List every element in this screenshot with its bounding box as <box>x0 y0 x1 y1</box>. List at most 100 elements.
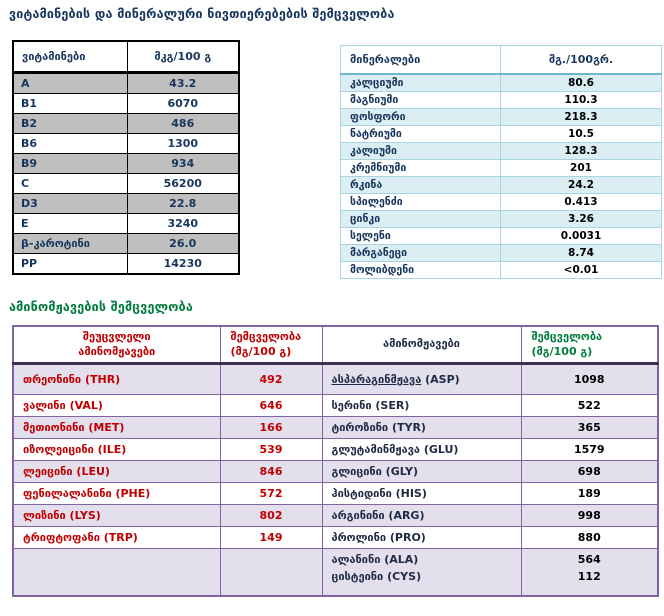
amino-acids-title: ამინომჟავების შემცველობა <box>9 299 194 314</box>
other-amino-value: 1098 <box>520 363 659 395</box>
mineral-row: კალციუმი 80.6 <box>340 73 662 92</box>
essential-amino-value: 802 <box>219 504 323 528</box>
mineral-value: 24.2 <box>500 176 662 194</box>
essential-amino-value <box>219 548 323 597</box>
minerals-name-header: მინერალები <box>340 45 501 75</box>
vitamin-row: PP 14230 <box>12 253 240 275</box>
essential-amino-value: 166 <box>219 416 323 440</box>
other-amino-value: 365 <box>520 416 659 440</box>
mineral-row: კალიუმი 128.3 <box>340 142 662 160</box>
other-amino-name: გლიცინი (GLY) <box>321 460 522 484</box>
vitamin-name: B6 <box>12 133 128 154</box>
other-amino-name: ალანინი (ALA) ცისტეინი (CYS) <box>321 548 522 597</box>
vitamin-row: B6 1300 <box>12 133 240 154</box>
mineral-name: მაგნიუმი <box>340 91 501 109</box>
mineral-name: მოლიბდენი <box>340 261 501 279</box>
mineral-value: 3.26 <box>500 210 662 228</box>
mineral-value: 110.3 <box>500 91 662 109</box>
mineral-name: ნატრიუმი <box>340 125 501 143</box>
other-amino-name: ასპარაგინმჟავა (ASP) <box>321 363 522 395</box>
amino-acids-table-header: შეუცვლელი ამინომჟავები შემცველობა (მგ/10… <box>12 325 659 365</box>
vitamin-row: β-კაროტინი 26.0 <box>12 233 240 254</box>
mineral-row: მაგნიუმი 110.3 <box>340 91 662 109</box>
essential-amino-value: 846 <box>219 460 323 484</box>
mineral-name: კალციუმი <box>340 73 501 92</box>
other-amino-value: 189 <box>520 482 659 506</box>
mineral-value: 8.74 <box>500 244 662 262</box>
minerals-value-header: მგ./100გრ. <box>500 45 662 75</box>
other-amino-name: გლუტამინმჟავა (GLU) <box>321 438 522 462</box>
amino-acid-row: მეთიონინი (MET) 166 ტიროზინი (TYR) 365 <box>12 416 659 440</box>
essential-amino-name: მეთიონინი (MET) <box>12 416 221 440</box>
other-amino-value: 522 <box>520 393 659 418</box>
vitamin-value: 934 <box>126 153 240 174</box>
vitamin-value: 56200 <box>126 173 240 194</box>
mineral-name: რკინა <box>340 176 501 194</box>
other-amino-value: 1579 <box>520 438 659 462</box>
vitamins-value-header: მკგ/100 გ <box>126 40 240 74</box>
essential-amino-name-header: შეუცვლელი ამინომჟავები <box>12 325 221 365</box>
vitamin-row: B1 6070 <box>12 93 240 114</box>
minerals-table-header: მინერალები მგ./100გრ. <box>340 45 662 75</box>
amino-acids-table: შეუცვლელი ამინომჟავები შემცველობა (მგ/10… <box>12 325 659 598</box>
essential-amino-value-header: შემცველობა (მგ/100 გ) <box>219 325 323 365</box>
mineral-row: კრემნიუმი 201 <box>340 159 662 177</box>
vitamin-name: B1 <box>12 93 128 114</box>
vitamins-name-header: ვიტამინები <box>12 40 128 74</box>
vitamin-name: A <box>12 72 128 94</box>
vitamin-value: 14230 <box>126 253 240 275</box>
vitamin-row: B9 934 <box>12 153 240 174</box>
other-amino-name: არგინინი (ARG) <box>321 504 522 528</box>
vitamin-row: D3 22.8 <box>12 193 240 214</box>
other-amino-name: სერინი (SER) <box>321 393 522 418</box>
mineral-name: კრემნიუმი <box>340 159 501 177</box>
other-amino-value: 880 <box>520 526 659 550</box>
essential-amino-value: 492 <box>219 363 323 395</box>
mineral-name: სპილენძი <box>340 193 501 211</box>
essential-amino-value: 572 <box>219 482 323 506</box>
vitamins-table-header: ვიტამინები მკგ/100 გ <box>12 40 240 74</box>
other-amino-value: 998 <box>520 504 659 528</box>
mineral-row: ნატრიუმი 10.5 <box>340 125 662 143</box>
other-amino-name: ტიროზინი (TYR) <box>321 416 522 440</box>
underlined-text: ასპარაგინმჟავა <box>331 372 422 386</box>
vitamin-row: B2 486 <box>12 113 240 134</box>
mineral-row: ფოსფორი 218.3 <box>340 108 662 126</box>
mineral-value: 0.0031 <box>500 227 662 245</box>
amino-acid-row: ლიზინი (LYS) 802 არგინინი (ARG) 998 <box>12 504 659 528</box>
mineral-value: 0.413 <box>500 193 662 211</box>
vitamin-name: D3 <box>12 193 128 214</box>
other-amino-value: 698 <box>520 460 659 484</box>
mineral-name: სელენი <box>340 227 501 245</box>
mineral-value: 128.3 <box>500 142 662 160</box>
page-title: ვიტამინების და მინერალური ნივთიერებების … <box>9 6 395 21</box>
vitamin-name: β-კაროტინი <box>12 233 128 254</box>
other-amino-value: 564 112 <box>520 548 659 597</box>
essential-amino-name: იზოლეიცინი (ILE) <box>12 438 221 462</box>
other-amino-name: ჰისტიდინი (HIS) <box>321 482 522 506</box>
vitamin-name: C <box>12 173 128 194</box>
mineral-name: კალიუმი <box>340 142 501 160</box>
other-amino-name: პროლინი (PRO) <box>321 526 522 550</box>
essential-amino-name: ლეიცინი (LEU) <box>12 460 221 484</box>
mineral-row: სელენი 0.0031 <box>340 227 662 245</box>
mineral-row: რკინა 24.2 <box>340 176 662 194</box>
vitamin-name: B2 <box>12 113 128 134</box>
mineral-value: 80.6 <box>500 73 662 92</box>
vitamin-value: 26.0 <box>126 233 240 254</box>
essential-amino-name: ვალინი (VAL) <box>12 393 221 418</box>
vitamin-value: 6070 <box>126 93 240 114</box>
amino-acid-row: თრეონინი (THR) 492 ასპარაგინმჟავა (ASP) 109… <box>12 363 659 395</box>
vitamins-table: ვიტამინები მკგ/100 გ A 43.2 B1 6070 B2 486 B6 1… <box>12 40 240 275</box>
mineral-name: ფოსფორი <box>340 108 501 126</box>
essential-amino-name: თრეონინი (THR) <box>12 363 221 395</box>
amino-acid-row: ტრიფტოფანი (TRP) 149 პროლინი (PRO) 880 <box>12 526 659 550</box>
mineral-name: მარგანეცი <box>340 244 501 262</box>
vitamin-value: 22.8 <box>126 193 240 214</box>
mineral-value: 218.3 <box>500 108 662 126</box>
essential-amino-name: ფენილალანინი (PHE) <box>12 482 221 506</box>
vitamin-name: B9 <box>12 153 128 174</box>
vitamin-value: 3240 <box>126 213 240 234</box>
mineral-value: 10.5 <box>500 125 662 143</box>
essential-amino-value: 646 <box>219 393 323 418</box>
